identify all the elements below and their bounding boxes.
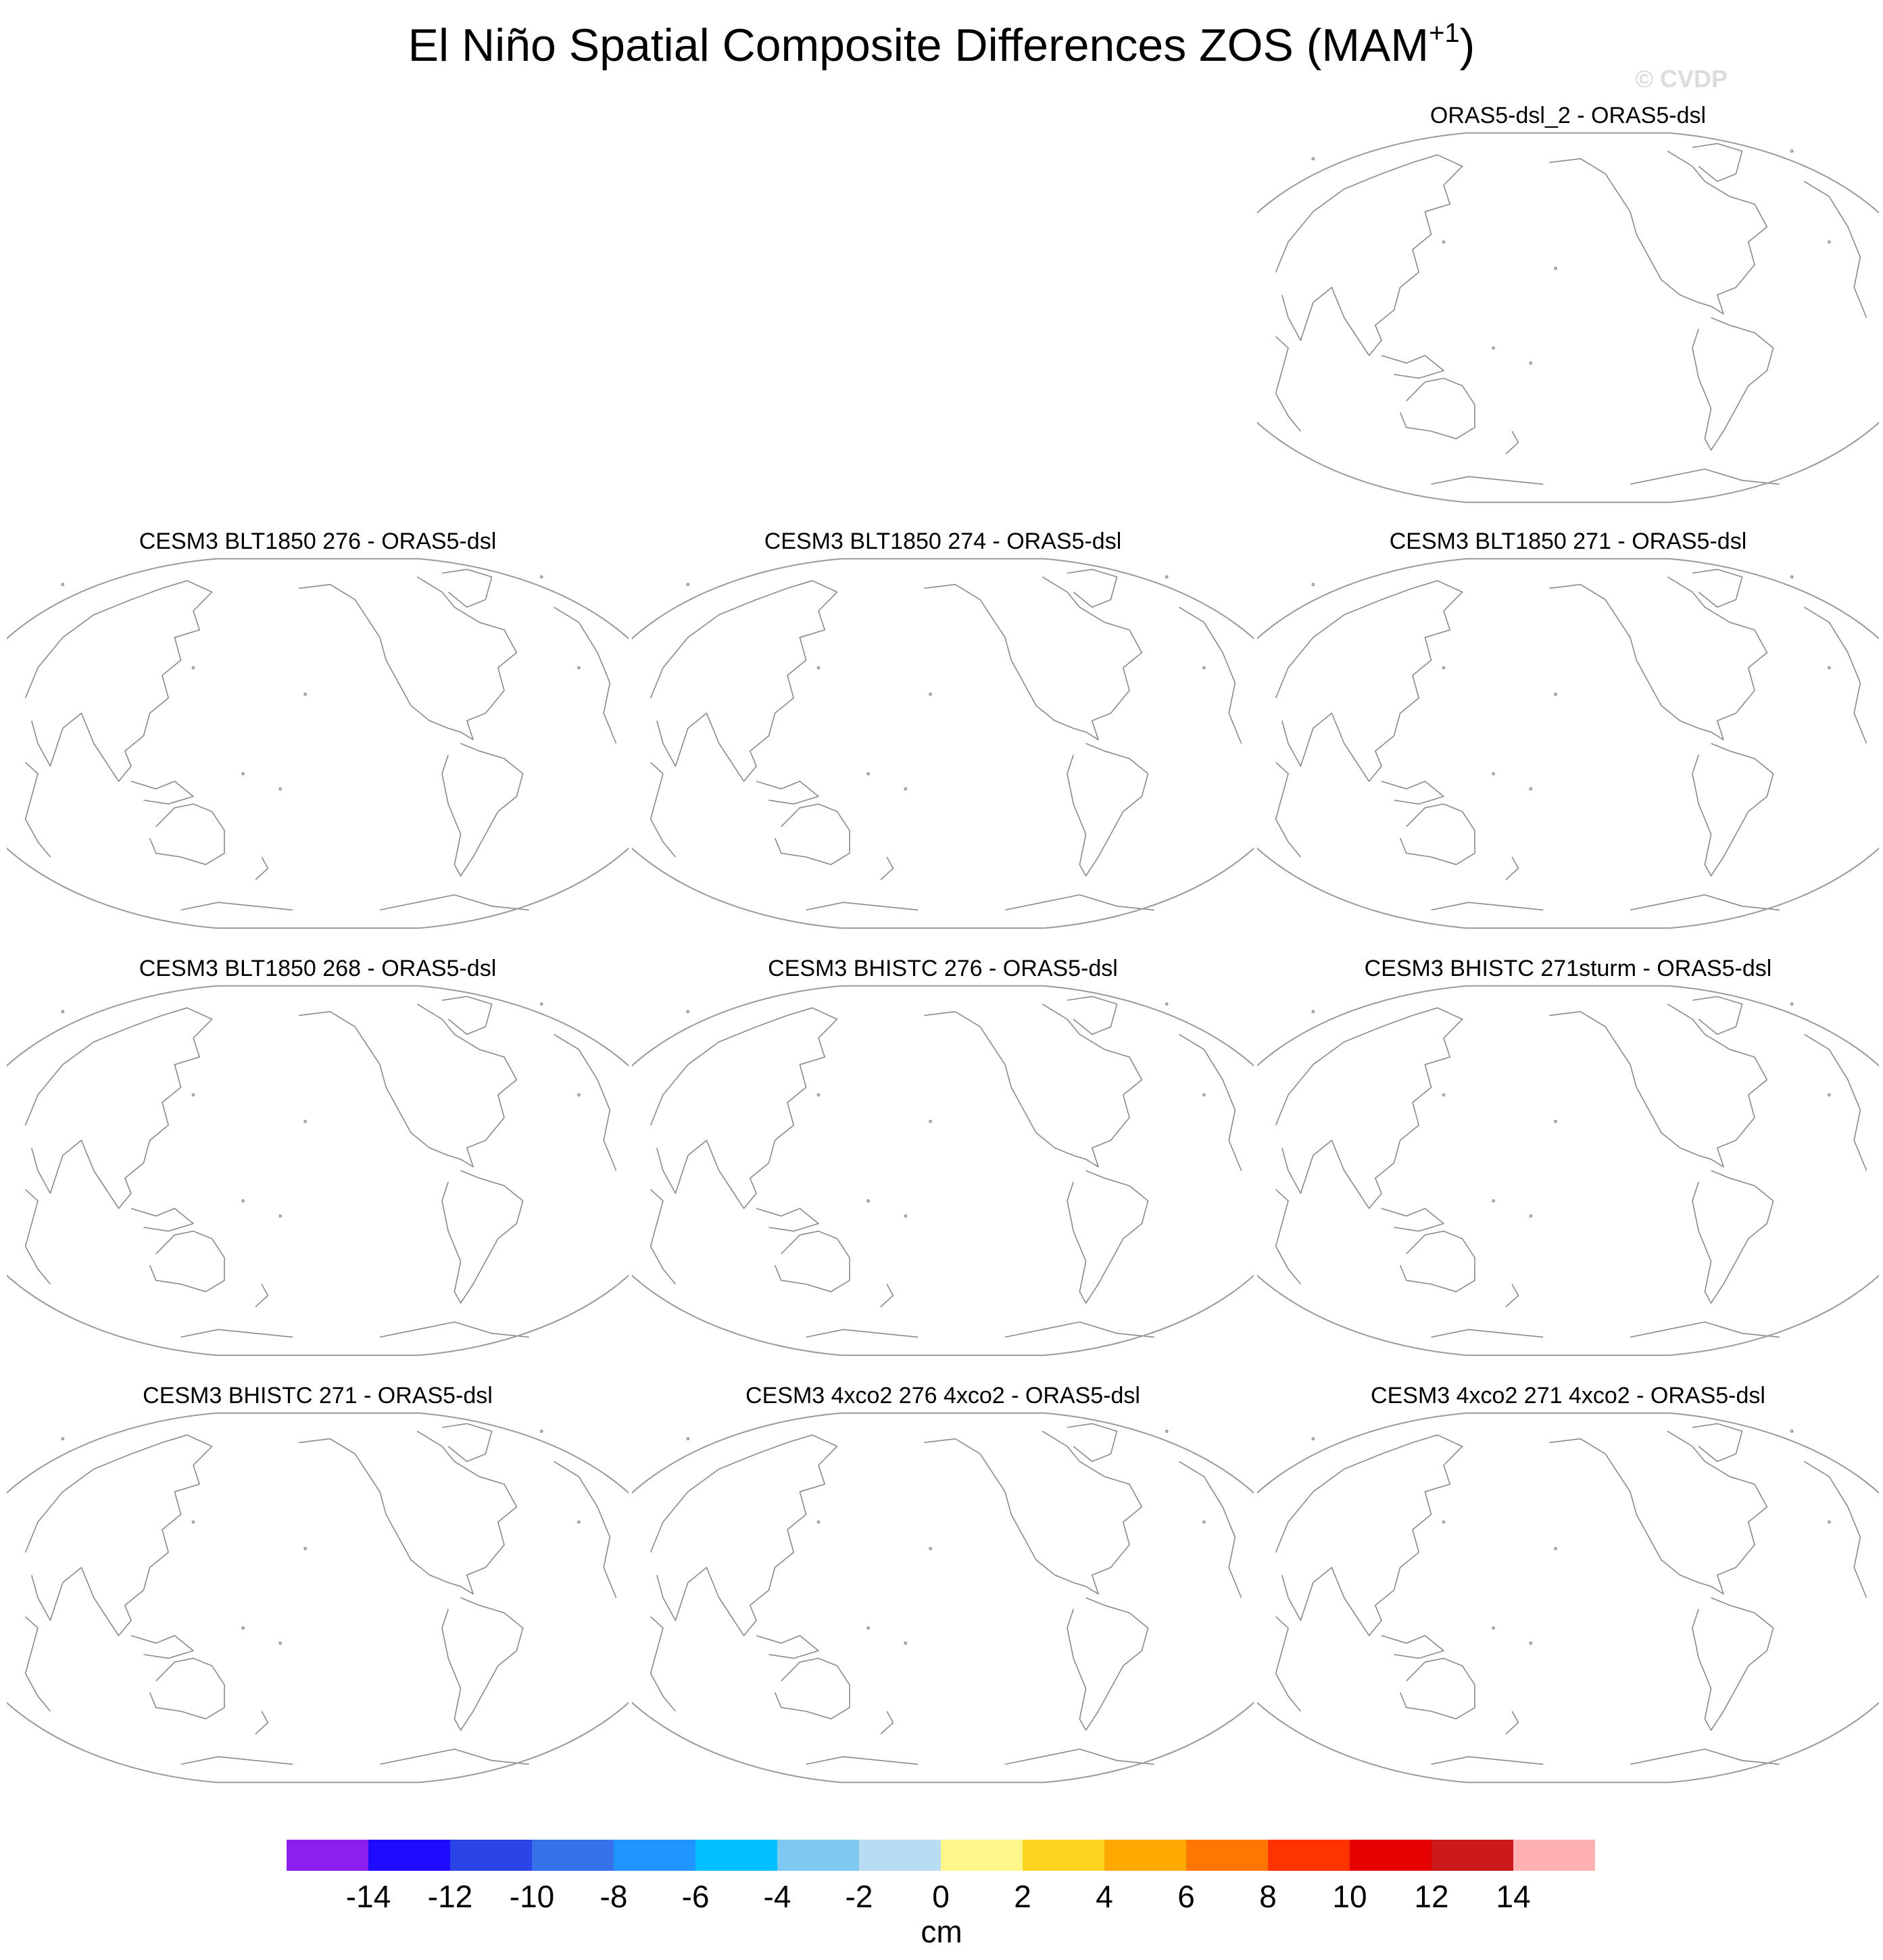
robinson-map	[1257, 132, 1879, 504]
coastlines	[24, 1423, 617, 1765]
robinson-map	[7, 985, 629, 1356]
map-outline	[632, 985, 1254, 1356]
panel-title: CESM3 4xco2 276 4xco2 - ORAS5-dsl	[745, 1383, 1140, 1408]
colorbar-tick-label: -8	[600, 1879, 628, 1914]
colorbar-tick-label: -2	[845, 1879, 873, 1914]
panel-title: CESM3 BLT1850 276 - ORAS5-dsl	[139, 529, 497, 554]
colorbar-tick-label: 4	[1096, 1879, 1113, 1914]
coastlines	[1275, 568, 1867, 911]
map-outline	[1257, 985, 1879, 1356]
colorbar-segment	[368, 1840, 450, 1871]
colorbar-tick-label: -10	[509, 1879, 555, 1914]
robinson-map	[632, 558, 1254, 929]
robinson-map	[1257, 985, 1879, 1356]
colorbar-segment	[287, 1840, 368, 1871]
colorbar-tick-label: 14	[1496, 1879, 1531, 1914]
colorbar-segment	[1513, 1840, 1595, 1871]
panel-title: ORAS5-dsl_2 - ORAS5-dsl	[1429, 103, 1707, 128]
robinson-map	[632, 985, 1254, 1356]
map-panel: ORAS5-dsl_2 - ORAS5-dsl	[1257, 101, 1879, 507]
coastlines	[650, 568, 1242, 911]
coastlines	[1275, 1423, 1867, 1765]
colorbar-segment	[1350, 1840, 1432, 1871]
map-panel: CESM3 4xco2 271 4xco2 - ORAS5-dsl	[1257, 1381, 1879, 1787]
robinson-map	[632, 1412, 1254, 1784]
robinson-map	[7, 1412, 629, 1784]
colorbar-tick-label: 8	[1259, 1879, 1277, 1914]
colorbar-tick-label: 2	[1014, 1879, 1031, 1914]
panel-title: CESM3 BLT1850 268 - ORAS5-dsl	[139, 956, 497, 981]
map-panel: CESM3 BLT1850 274 - ORAS5-dsl	[632, 527, 1254, 933]
coastlines	[24, 996, 617, 1338]
map-outline	[1257, 132, 1879, 504]
map-panel: CESM3 BLT1850 276 - ORAS5-dsl	[7, 527, 629, 933]
colorbar-segment	[859, 1840, 941, 1871]
coastlines	[650, 1423, 1242, 1765]
coastlines	[24, 568, 617, 911]
colorbar-segment	[695, 1840, 777, 1871]
colorbar-units: cm	[921, 1914, 962, 1949]
figure-title: El Niño Spatial Composite Differences ZO…	[0, 15, 1883, 76]
colorbar-segment	[1186, 1840, 1268, 1871]
coastlines	[650, 996, 1242, 1338]
coastlines	[1275, 996, 1867, 1338]
colorbar-tick-label: 12	[1414, 1879, 1449, 1914]
panel-title: CESM3 BHISTC 276 - ORAS5-dsl	[768, 956, 1118, 981]
colorbar-segment	[1268, 1840, 1350, 1871]
map-outline	[7, 985, 629, 1356]
robinson-map	[7, 558, 629, 929]
robinson-map	[1257, 558, 1879, 929]
robinson-map	[1257, 1412, 1879, 1784]
panel-title: CESM3 BHISTC 271 - ORAS5-dsl	[143, 1383, 493, 1408]
panel-title: CESM3 BLT1850 274 - ORAS5-dsl	[764, 529, 1122, 554]
colorbar-tick-label: -6	[681, 1879, 710, 1914]
map-outline	[1257, 558, 1879, 929]
map-outline	[632, 558, 1254, 929]
colorbar-segment	[777, 1840, 859, 1871]
colorbar-tick-label: -14	[345, 1879, 391, 1914]
map-panel: CESM3 BHISTC 276 - ORAS5-dsl	[632, 954, 1254, 1360]
colorbar-segment	[941, 1840, 1023, 1871]
colorbar-segment	[1023, 1840, 1104, 1871]
colorbar-segment	[450, 1840, 532, 1871]
colorbar-tick-label: 6	[1177, 1879, 1195, 1914]
colorbar-tick-label: 0	[932, 1879, 950, 1914]
map-panel: CESM3 4xco2 276 4xco2 - ORAS5-dsl	[632, 1381, 1254, 1787]
colorbar-segment	[1432, 1840, 1513, 1871]
panel-title: CESM3 BLT1850 271 - ORAS5-dsl	[1389, 529, 1747, 554]
figure-title-text: El Niño Spatial Composite Differences ZO…	[408, 20, 1429, 71]
map-panel: CESM3 BHISTC 271sturm - ORAS5-dsl	[1257, 954, 1879, 1360]
figure-title-close: )	[1459, 20, 1475, 71]
map-outline	[632, 1412, 1254, 1784]
colorbar-tick-label: 10	[1332, 1879, 1367, 1914]
map-outline	[7, 558, 629, 929]
cvdp-watermark: © CVDP	[1635, 65, 1728, 93]
coastlines	[1275, 143, 1867, 485]
figure-title-superscript: +1	[1429, 18, 1460, 48]
map-panel: CESM3 BHISTC 271 - ORAS5-dsl	[7, 1381, 629, 1787]
map-outline	[7, 1412, 629, 1784]
panel-title: CESM3 BHISTC 271sturm - ORAS5-dsl	[1364, 956, 1772, 981]
map-panel: CESM3 BLT1850 271 - ORAS5-dsl	[1257, 527, 1879, 933]
colorbar-segment	[532, 1840, 614, 1871]
map-outline	[1257, 1412, 1879, 1784]
map-panel: CESM3 BLT1850 268 - ORAS5-dsl	[7, 954, 629, 1360]
colorbar-segment	[1104, 1840, 1186, 1871]
colorbar-segment	[614, 1840, 695, 1871]
panel-title: CESM3 4xco2 271 4xco2 - ORAS5-dsl	[1371, 1383, 1765, 1408]
colorbar-tick-label: -4	[763, 1879, 791, 1914]
colorbar-tick-label: -12	[427, 1879, 473, 1914]
